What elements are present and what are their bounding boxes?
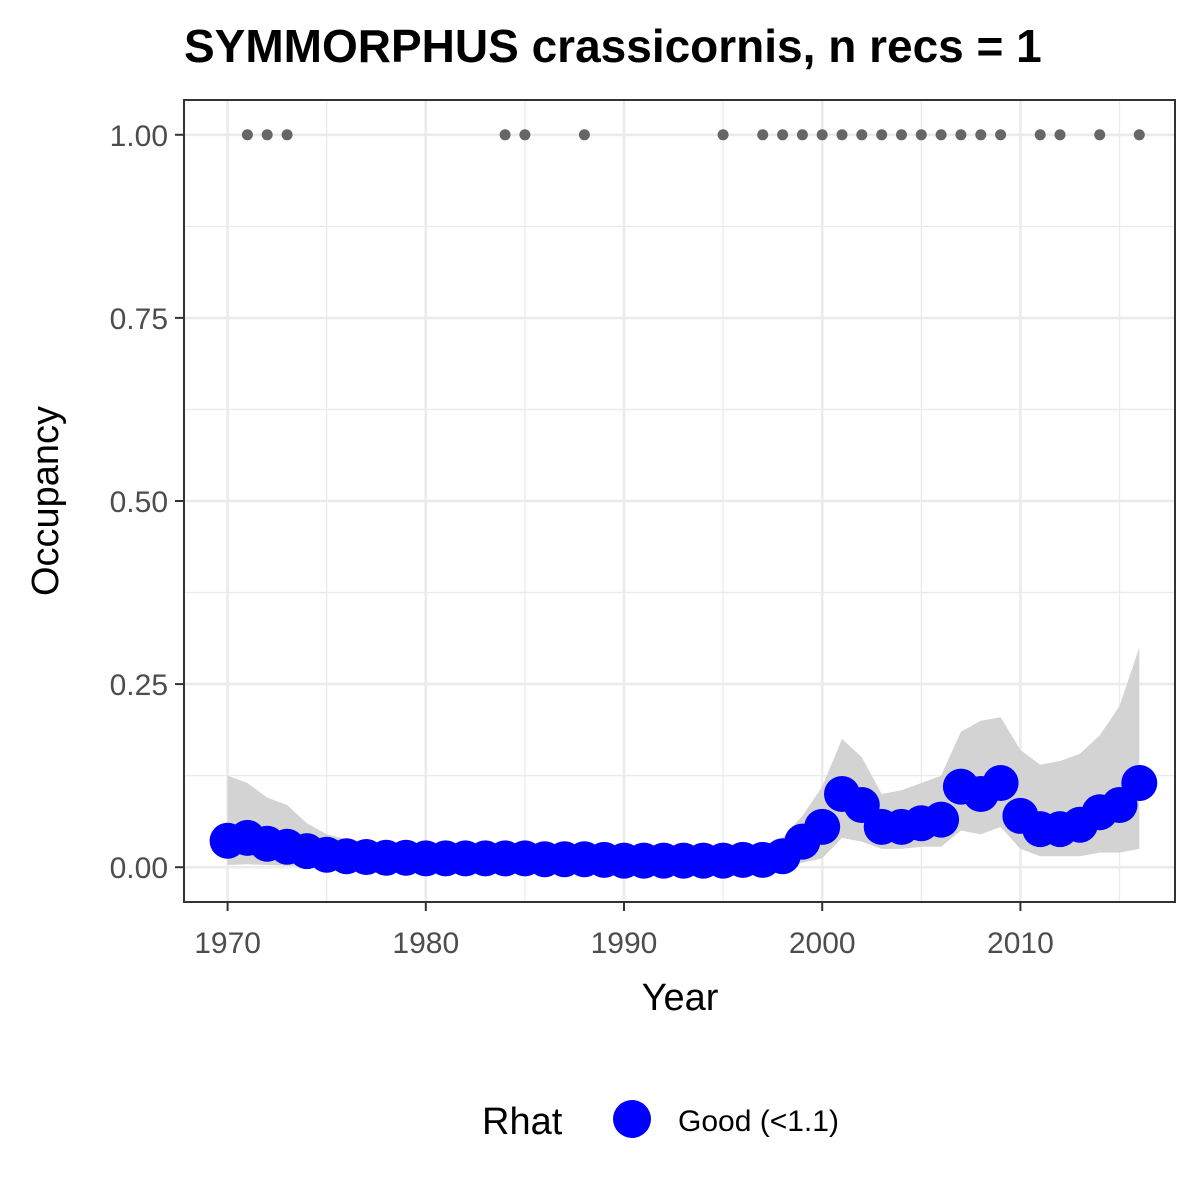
- x-tick-label: 1970: [194, 927, 261, 960]
- observed-point: [995, 129, 1007, 141]
- y-axis-title: Occupancy: [25, 406, 67, 596]
- observed-point: [717, 129, 729, 141]
- legend-title: Rhat: [482, 1101, 563, 1143]
- estimate-point: [804, 808, 841, 845]
- y-tick-label: 0.75: [110, 303, 168, 336]
- y-tick-label: 0.00: [110, 852, 168, 885]
- x-axis: 1970 1980 1990 2000 2010: [194, 902, 1054, 960]
- occupancy-estimate-points: [209, 765, 1158, 879]
- observed-point: [1133, 129, 1145, 141]
- observed-point: [1094, 129, 1106, 141]
- legend-label-good: Good (<1.1): [678, 1105, 839, 1138]
- observed-point: [955, 129, 967, 141]
- y-axis: 0.00 0.25 0.50 0.75 1.00: [110, 120, 184, 885]
- observed-point: [519, 129, 531, 141]
- observed-point: [796, 129, 808, 141]
- observed-point: [856, 129, 868, 141]
- observed-record-points: [241, 129, 1145, 141]
- x-tick-label: 2010: [987, 927, 1054, 960]
- x-tick-label: 1990: [591, 927, 658, 960]
- legend: Rhat Good (<1.1): [482, 1100, 839, 1143]
- observed-point: [1054, 129, 1066, 141]
- observed-point: [876, 129, 888, 141]
- observed-point: [499, 129, 511, 141]
- estimate-point: [923, 801, 960, 838]
- chart-title: SYMMORPHUS crassicornis, n recs = 1: [184, 20, 1042, 72]
- y-tick-label: 1.00: [110, 120, 168, 153]
- observed-point: [777, 129, 789, 141]
- observed-point: [816, 129, 828, 141]
- observed-point: [915, 129, 927, 141]
- observed-point: [241, 129, 253, 141]
- observed-point: [281, 129, 293, 141]
- observed-point: [836, 129, 848, 141]
- observed-point: [975, 129, 987, 141]
- observed-point: [1034, 129, 1046, 141]
- estimate-point: [1121, 765, 1158, 801]
- estimate-point: [982, 765, 1019, 801]
- observed-point: [896, 129, 907, 141]
- y-tick-label: 0.50: [110, 486, 168, 519]
- x-tick-label: 1980: [392, 927, 459, 960]
- observed-point: [757, 129, 769, 141]
- x-axis-title: Year: [642, 977, 719, 1019]
- legend-key-good: [613, 1100, 651, 1138]
- x-tick-label: 2000: [789, 927, 856, 960]
- observed-point: [935, 129, 947, 141]
- y-tick-label: 0.25: [110, 669, 168, 702]
- observed-point: [578, 129, 590, 141]
- observed-point: [261, 129, 273, 141]
